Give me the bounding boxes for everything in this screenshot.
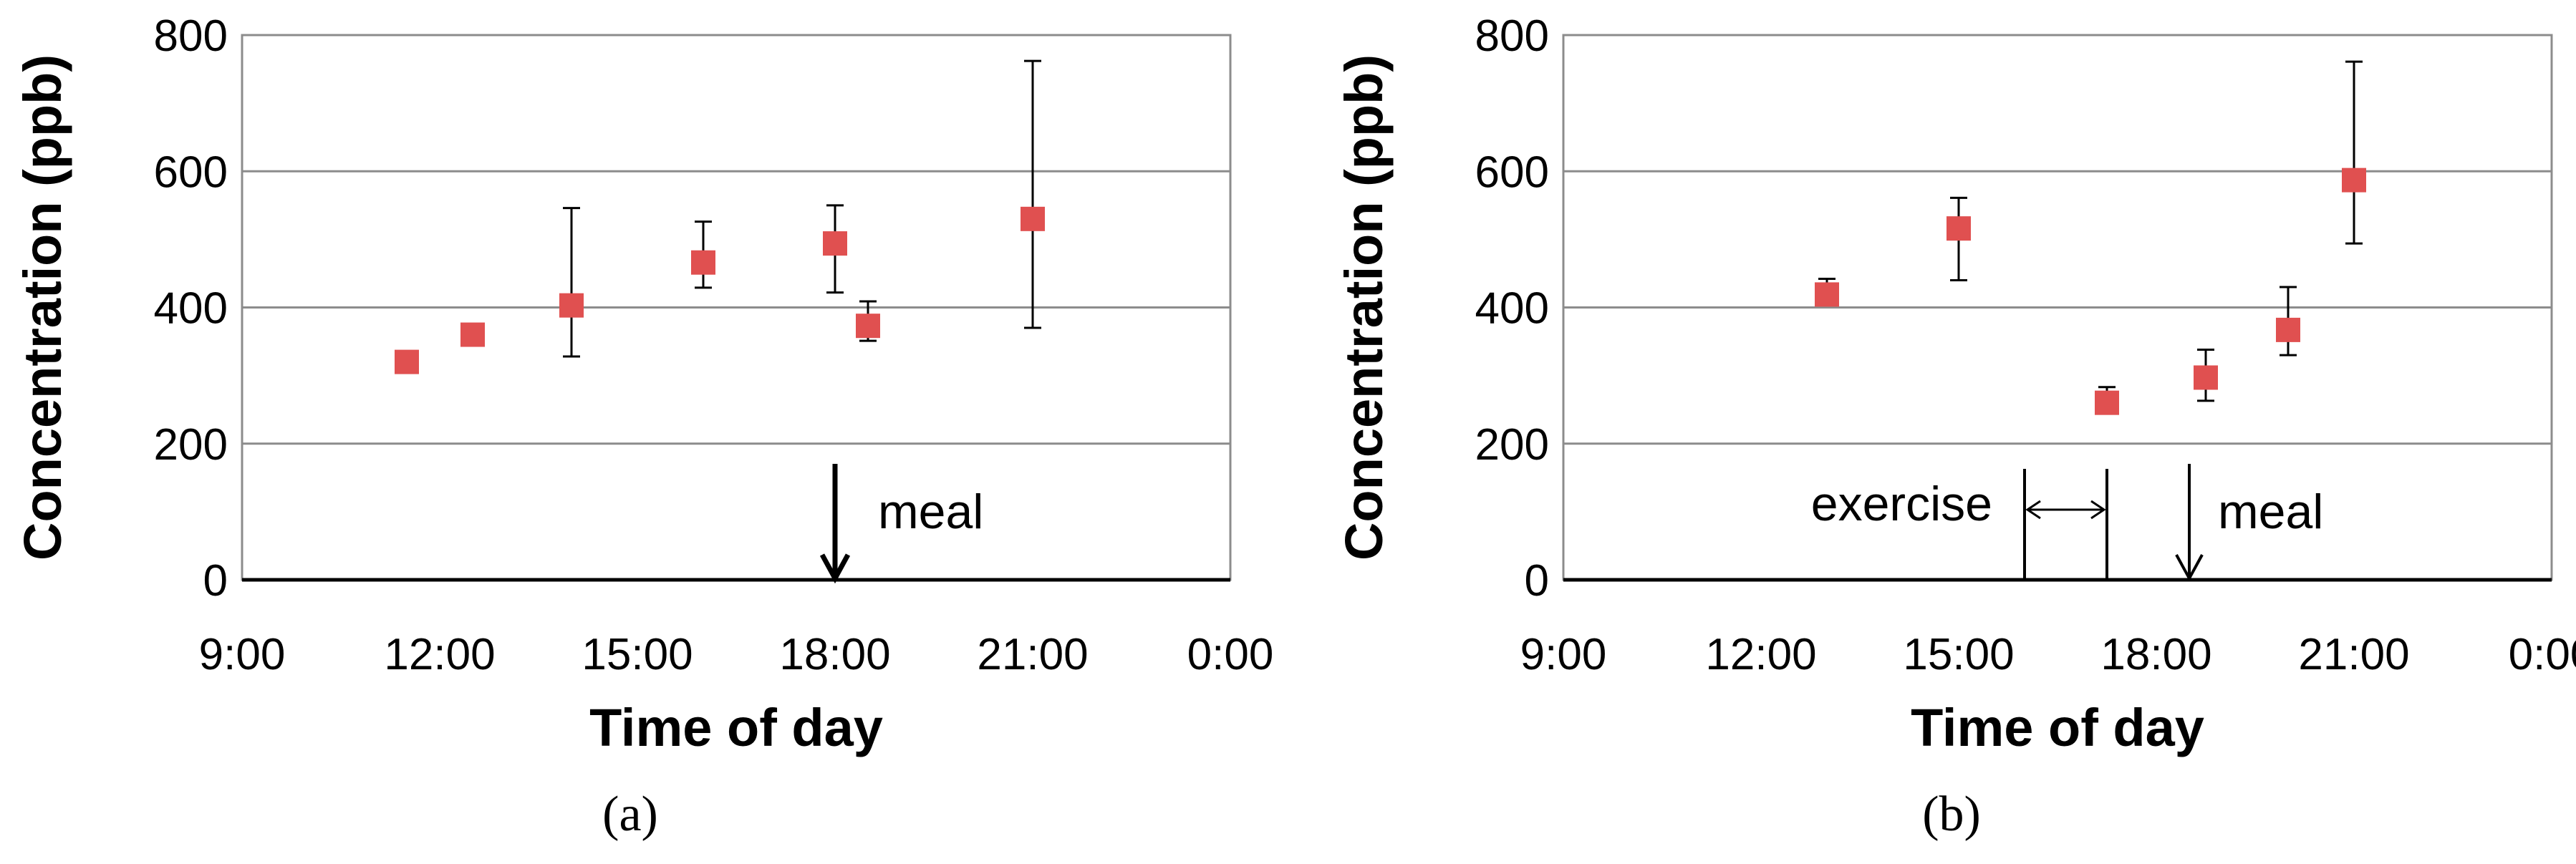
y-tick-label: 200 (1475, 420, 1549, 470)
meal-arrow-head (2175, 554, 2204, 582)
panel-label: (a) (602, 787, 658, 842)
y-axis-title: Concentration (ppb) (1334, 54, 1394, 560)
x-tick-label: 9:00 (199, 630, 286, 679)
exercise-label: exercise (1811, 477, 1992, 531)
x-axis-title: Time of day (589, 698, 883, 757)
x-tick-label: 0:00 (1187, 630, 1274, 679)
panel-label: (b) (1922, 787, 1981, 842)
data-point (1947, 216, 1971, 241)
y-tick-label: 600 (154, 147, 228, 197)
meal-arrow-head (819, 553, 851, 584)
x-tick-label: 12:00 (1705, 630, 1816, 679)
x-tick-label: 15:00 (582, 630, 693, 679)
x-tick-label: 0:00 (2509, 630, 2576, 679)
y-tick-label: 600 (1475, 147, 1549, 197)
x-tick-label: 12:00 (384, 630, 495, 679)
x-tick-label: 15:00 (1903, 630, 2014, 679)
data-point (2342, 168, 2366, 193)
x-tick-label: 21:00 (977, 630, 1088, 679)
meal-label: meal (878, 485, 983, 539)
data-point (691, 250, 715, 275)
data-point (1021, 206, 1045, 231)
data-point (823, 231, 847, 256)
x-tick-label: 18:00 (2100, 630, 2211, 679)
y-axis-title: Concentration (ppb) (13, 54, 72, 560)
x-axis-title: Time of day (1911, 698, 2204, 757)
data-point (2095, 390, 2119, 415)
data-point (1815, 282, 1839, 307)
meal-label: meal (2218, 485, 2323, 539)
y-tick-label: 0 (203, 556, 228, 606)
chart-panel-a: 0 200 400 600 800 9:00 12:00 15:00 18:00 21:00 0:0… (13, 11, 1273, 842)
chart-panel-b: 0 200 400 600 800 9:00 12:00 15:00 18:00 21:00 0:0… (1334, 11, 2576, 842)
data-point (395, 349, 419, 374)
x-tick-label: 9:00 (1520, 630, 1607, 679)
y-tick-label: 400 (154, 284, 228, 334)
x-tick-label: 18:00 (779, 630, 890, 679)
data-point (2194, 365, 2218, 390)
y-tick-label: 800 (154, 11, 228, 61)
y-tick-label: 0 (1525, 556, 1549, 606)
data-point (2276, 317, 2300, 342)
exercise-arrow-head-left (2025, 500, 2041, 520)
y-tick-label: 200 (154, 420, 228, 470)
exercise-arrow-head-right (2090, 500, 2106, 520)
x-tick-label: 21:00 (2298, 630, 2409, 679)
data-point (856, 314, 880, 339)
data-point (460, 322, 485, 347)
y-tick-label: 800 (1475, 11, 1549, 61)
y-tick-label: 400 (1475, 284, 1549, 334)
data-point (559, 293, 584, 318)
